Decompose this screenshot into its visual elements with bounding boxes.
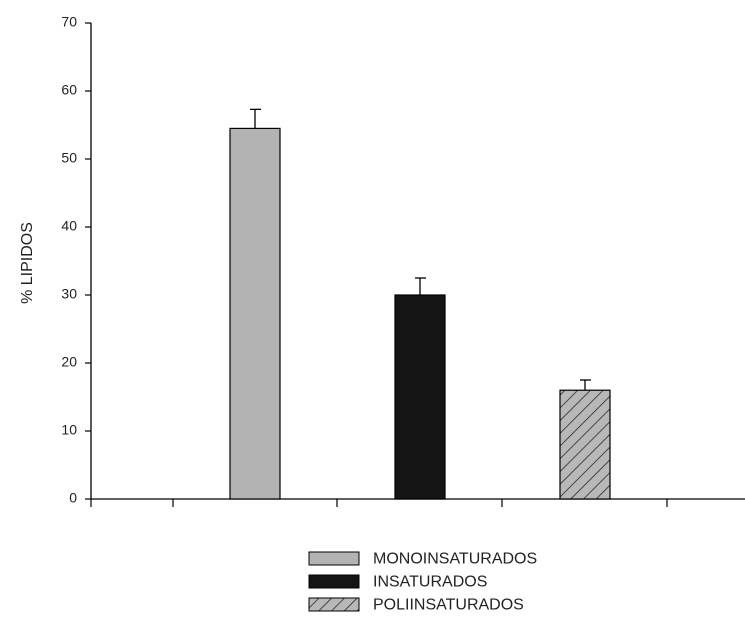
legend: MONOINSATURADOS INSATURADOS POLIINSATURADO… bbox=[308, 551, 537, 614]
bar-series bbox=[229, 127, 611, 500]
legend-label: INSATURADOS bbox=[373, 574, 487, 591]
y-axis-label: % LIPIDOS bbox=[19, 222, 36, 304]
error-bars bbox=[250, 108, 591, 391]
legend-label: POLIINSATURADOS bbox=[373, 597, 524, 614]
y-tick-label: 40 bbox=[61, 218, 77, 234]
legend-swatch bbox=[308, 574, 360, 589]
y-tick-label: 0 bbox=[69, 490, 77, 506]
bar-poliinsaturados bbox=[559, 389, 611, 500]
y-tick-label: 50 bbox=[61, 150, 77, 166]
y-tick-label: 30 bbox=[61, 286, 77, 302]
y-tick-label: 20 bbox=[61, 354, 77, 370]
x-axis-ticks bbox=[90, 499, 668, 507]
legend-swatch bbox=[308, 597, 360, 612]
y-tick-label: 10 bbox=[61, 422, 77, 438]
y-tick-label: 60 bbox=[61, 82, 77, 98]
y-axis-ticks: 0 10 20 30 40 50 60 70 bbox=[61, 14, 91, 506]
y-tick-label: 70 bbox=[61, 14, 77, 30]
plot-area: 0 10 20 30 40 50 60 70 bbox=[61, 14, 745, 507]
legend-label: MONOINSATURADOS bbox=[373, 551, 537, 568]
bar-monoinsaturados bbox=[229, 127, 281, 500]
legend-swatch bbox=[308, 551, 360, 566]
bar-insaturados bbox=[394, 294, 446, 500]
